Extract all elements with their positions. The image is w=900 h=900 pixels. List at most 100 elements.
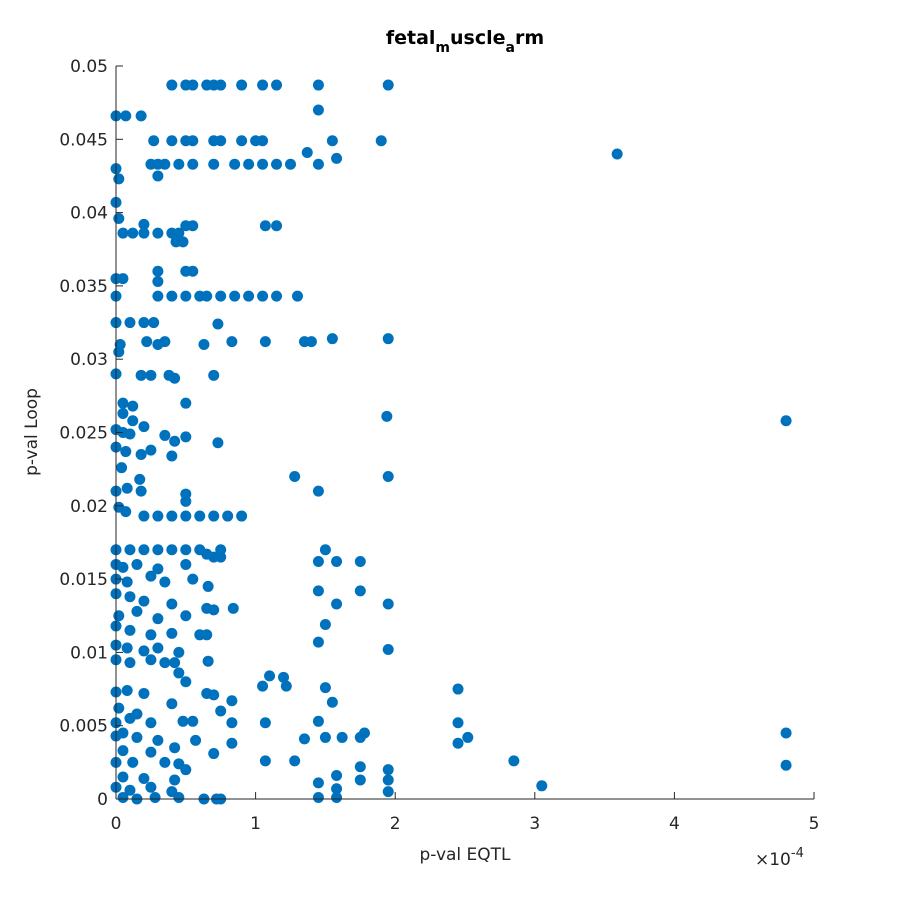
y-tick-label: 0.035 — [59, 277, 108, 297]
point — [121, 642, 133, 654]
point — [257, 79, 269, 91]
point — [462, 731, 474, 743]
point — [201, 548, 213, 560]
point — [166, 510, 178, 522]
y-tick-label: 0.03 — [70, 350, 108, 370]
point — [180, 431, 192, 443]
point — [159, 429, 171, 441]
point — [319, 682, 331, 694]
title-part: uscle — [450, 27, 506, 49]
point — [117, 792, 129, 804]
point — [326, 333, 338, 345]
point — [127, 415, 139, 427]
point — [121, 482, 133, 494]
point — [138, 510, 150, 522]
point — [201, 629, 213, 641]
x-tick-label: 2 — [390, 814, 401, 834]
point — [312, 104, 324, 116]
point — [301, 146, 313, 158]
point — [124, 657, 136, 669]
y-tick-label: 0 — [97, 790, 108, 810]
point — [113, 702, 125, 714]
point — [138, 317, 150, 329]
point — [611, 148, 623, 160]
chart-title: fetalmusclearm — [386, 27, 544, 56]
point — [152, 170, 164, 182]
point — [166, 79, 178, 91]
point — [117, 745, 129, 757]
point — [312, 79, 324, 91]
point — [336, 731, 348, 743]
point — [780, 759, 792, 771]
point — [215, 135, 227, 147]
point — [145, 570, 157, 582]
x-axis-label: p-val EQTL — [419, 845, 511, 865]
x-tick-label: 5 — [809, 814, 820, 834]
point — [331, 556, 343, 568]
point — [291, 290, 303, 302]
point — [138, 421, 150, 433]
point — [180, 558, 192, 570]
point — [145, 444, 157, 456]
point — [180, 676, 192, 688]
point — [271, 158, 283, 170]
title-part: rm — [515, 27, 544, 49]
point — [226, 336, 238, 348]
point — [159, 336, 171, 348]
point — [180, 397, 192, 409]
point — [138, 218, 150, 230]
point — [208, 158, 220, 170]
point — [159, 756, 171, 768]
point — [131, 605, 143, 617]
point — [243, 290, 255, 302]
point — [180, 764, 192, 776]
point — [135, 369, 147, 381]
point — [152, 276, 164, 288]
point — [117, 273, 129, 285]
point — [124, 591, 136, 603]
point — [215, 290, 227, 302]
point — [236, 79, 248, 91]
point — [120, 446, 132, 458]
point — [208, 689, 220, 701]
point — [121, 576, 133, 588]
plot-area — [110, 79, 792, 805]
point — [285, 158, 296, 170]
point — [166, 290, 178, 302]
point — [452, 683, 464, 695]
point — [222, 510, 234, 522]
point — [177, 715, 189, 727]
point — [331, 152, 343, 164]
point — [208, 604, 220, 616]
point — [226, 695, 238, 707]
point — [208, 369, 220, 381]
point — [259, 717, 271, 729]
point — [382, 786, 394, 798]
point — [358, 727, 370, 739]
y-tick-label: 0.015 — [59, 570, 108, 590]
point — [169, 435, 181, 447]
y-tick-label: 0.04 — [70, 204, 108, 224]
point — [326, 135, 338, 147]
point — [138, 772, 150, 784]
point — [215, 79, 227, 91]
point — [312, 636, 324, 648]
point — [169, 657, 181, 669]
point — [208, 748, 220, 760]
point — [152, 510, 164, 522]
point — [166, 598, 178, 610]
point — [208, 510, 220, 522]
point — [117, 771, 129, 783]
point — [135, 110, 147, 122]
point — [180, 290, 192, 302]
point — [149, 792, 161, 804]
point — [198, 339, 210, 351]
point — [229, 290, 241, 302]
point — [134, 473, 146, 485]
point — [289, 755, 301, 767]
point — [152, 642, 164, 654]
y-tick-label: 0.025 — [59, 424, 108, 444]
point — [202, 580, 214, 592]
point — [259, 220, 271, 232]
